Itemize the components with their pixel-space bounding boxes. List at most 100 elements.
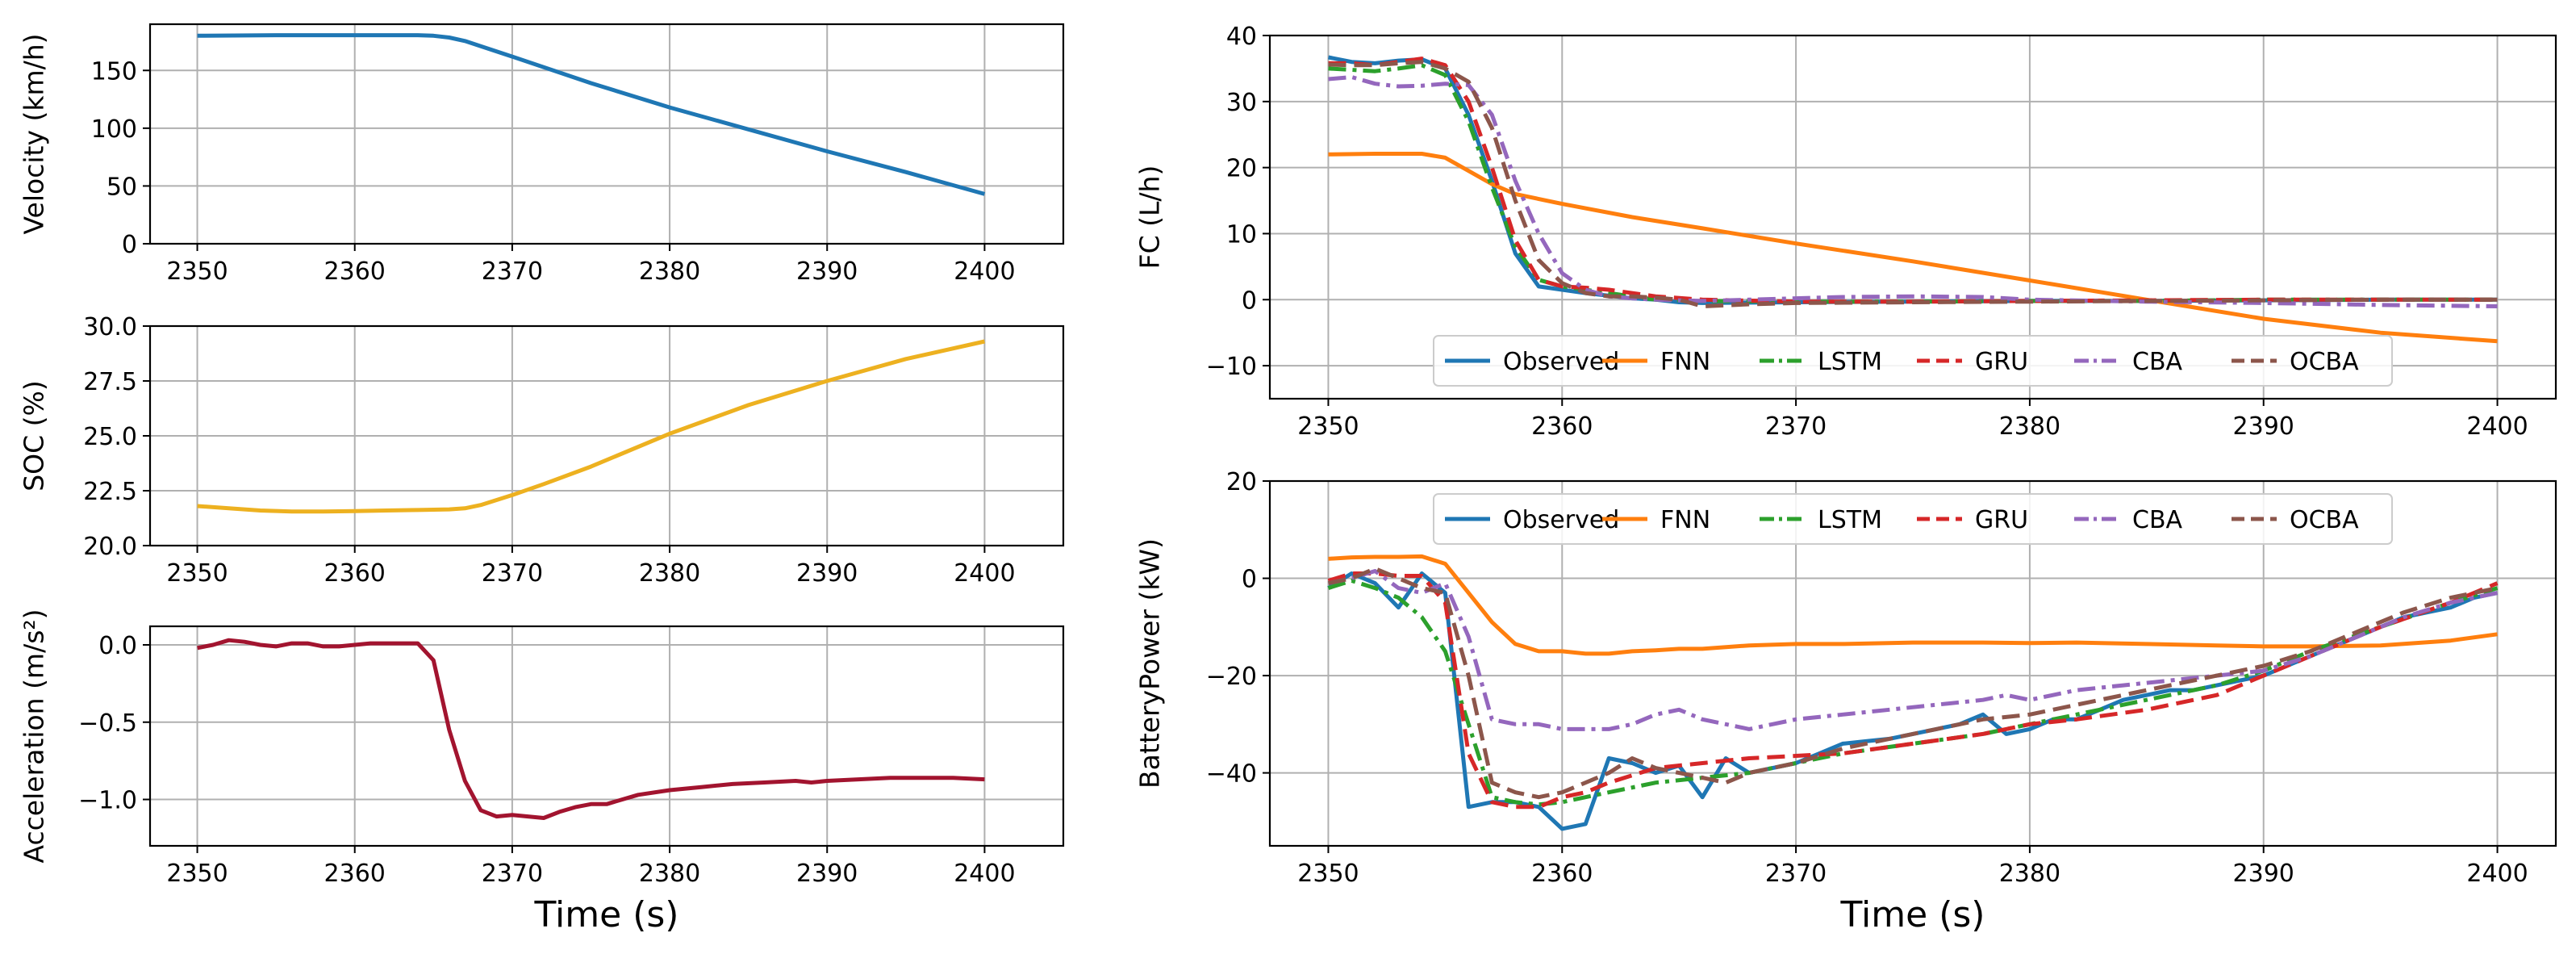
- acceleration-xlabel: Time (s): [534, 894, 679, 935]
- fc-chart: 2350 2360 2370 2380 2390 2400 −10 0 10 20 30 40 FC (…: [1134, 23, 2557, 441]
- battery-legend-label-cba: CBA: [2132, 506, 2183, 534]
- battery-legend-label-fnn: FNN: [1660, 506, 1710, 534]
- soc-xtick-label-3: 2380: [639, 559, 700, 588]
- battery-ytick-label-1: −20: [1206, 663, 1257, 691]
- fc-legend: Observed FNN LSTM GRU CBA OCBA: [1433, 335, 2393, 387]
- soc-ytick-label-1: 22.5: [83, 478, 137, 506]
- battery-legend-label-observed: Observed: [1503, 506, 1619, 534]
- fc-series-observed: [1328, 55, 2498, 305]
- soc-chart: 2350 2360 2370 2380 2390 2400 20.0 22.5 25.0 27.5…: [19, 313, 1065, 588]
- battery-legend-label-ocba: OCBA: [2290, 506, 2359, 534]
- fc-series-fnn: [1328, 152, 2498, 344]
- battery-chart: 2350 2360 2370 2380 2390 2400 −40 −20 0 20 Battery…: [1134, 468, 2557, 935]
- battery-legend-label-gru: GRU: [1975, 506, 2028, 534]
- fc-xtick-label-1: 2360: [1531, 412, 1593, 441]
- velocity-ytick-label-0: 0: [122, 231, 137, 259]
- fc-legend-box: [1433, 335, 2393, 387]
- battery-xtick-label-2: 2370: [1765, 860, 1827, 888]
- fc-legend-label-ocba: OCBA: [2290, 348, 2359, 376]
- fc-axes-frame: [1268, 34, 2557, 400]
- velocity-xtick-label-3: 2380: [639, 257, 700, 286]
- velocity-xtick-label-0: 2350: [166, 257, 228, 286]
- velocity-ylabel: Velocity (km/h): [19, 34, 50, 235]
- acceleration-ylabel: Acceleration (m/s²): [19, 609, 50, 864]
- fc-legend-label-gru: GRU: [1975, 348, 2028, 376]
- acceleration-ytick-label-0: −1.0: [78, 787, 137, 815]
- acceleration-ytick-label-2: 0.0: [98, 632, 137, 660]
- acceleration-xtick-label-2: 2370: [482, 860, 543, 888]
- fc-ytick-label-3: 20: [1226, 155, 1257, 183]
- velocity-ytick-label-1: 50: [106, 173, 137, 201]
- acceleration-chart: 2350 2360 2370 2380 2390 2400 −1.0 −0.5 0.0 Accel…: [19, 609, 1065, 935]
- battery-series-ocba: [1327, 567, 2499, 800]
- battery-axes-frame: [1268, 479, 2557, 847]
- soc-ylabel: SOC (%): [19, 380, 50, 492]
- battery-ytick-label-2: 0: [1242, 566, 1257, 594]
- acceleration-xtick-label-1: 2360: [324, 860, 386, 888]
- fc-xtick-label-4: 2390: [2233, 412, 2294, 441]
- battery-xtick-label-0: 2350: [1297, 860, 1359, 888]
- velocity-xtick-label-2: 2370: [482, 257, 543, 286]
- fc-ytick-label-1: 0: [1242, 287, 1257, 315]
- acceleration-series-acceleration: [197, 638, 985, 820]
- battery-xtick-label-3: 2380: [1999, 860, 2060, 888]
- fc-legend-label-fnn: FNN: [1660, 348, 1710, 376]
- battery-ytick-label-3: 20: [1226, 468, 1257, 496]
- battery-series-lstm: [1327, 579, 2499, 807]
- fc-ytick-label-0: −10: [1206, 353, 1257, 381]
- battery-legend-label-lstm: LSTM: [1818, 506, 1882, 534]
- acceleration-xtick-label-4: 2390: [796, 860, 858, 888]
- battery-series-cba: [1327, 569, 2499, 731]
- fc-xtick-label-2: 2370: [1765, 412, 1827, 441]
- battery-legend-box: [1433, 493, 2393, 545]
- battery-xtick-label-4: 2390: [2233, 860, 2294, 888]
- soc-xtick-label-0: 2350: [166, 559, 228, 588]
- fc-ylabel: FC (L/h): [1134, 165, 1166, 270]
- acceleration-xtick-label-5: 2400: [954, 860, 1015, 888]
- velocity-chart: 2350 2360 2370 2380 2390 2400 0 50 100 150 Velocit…: [19, 23, 1065, 286]
- acceleration-axes-frame: [148, 625, 1065, 847]
- soc-xtick-label-4: 2390: [796, 559, 858, 588]
- velocity-ytick-label-2: 100: [91, 115, 137, 144]
- battery-series-group: [1327, 554, 2499, 831]
- battery-xtick-label-5: 2400: [2466, 860, 2528, 888]
- battery-series-gru: [1327, 571, 2499, 810]
- fc-legend-label-observed: Observed: [1503, 348, 1619, 376]
- battery-ytick-label-0: −40: [1206, 760, 1257, 789]
- velocity-series-group: [197, 33, 986, 196]
- soc-ytick-label-4: 30.0: [83, 313, 137, 341]
- soc-ytick-label-2: 25.0: [83, 423, 137, 451]
- fc-xtick-label-0: 2350: [1297, 412, 1359, 441]
- soc-xtick-label-5: 2400: [954, 559, 1015, 588]
- battery-legend: Observed FNN LSTM GRU CBA OCBA: [1433, 493, 2393, 545]
- fc-ytick-label-5: 40: [1226, 23, 1257, 51]
- fc-xtick-label-3: 2380: [1999, 412, 2060, 441]
- fc-legend-label-lstm: LSTM: [1818, 348, 1882, 376]
- battery-xlabel: Time (s): [1840, 894, 1985, 935]
- battery-series-observed: [1327, 571, 2499, 831]
- battery-ylabel: BatteryPower (kW): [1134, 538, 1166, 789]
- fc-legend-label-cba: CBA: [2132, 348, 2183, 376]
- fc-series-gru: [1328, 56, 2498, 304]
- fc-ytick-label-4: 30: [1226, 89, 1257, 117]
- soc-xtick-label-2: 2370: [482, 559, 543, 588]
- acceleration-xtick-label-0: 2350: [166, 860, 228, 888]
- velocity-xtick-label-5: 2400: [954, 257, 1015, 286]
- soc-series-group: [197, 339, 985, 514]
- velocity-axes-frame: [148, 23, 1065, 245]
- fc-xtick-label-5: 2400: [2466, 412, 2528, 441]
- fc-series-ocba: [1328, 60, 2498, 308]
- soc-ytick-label-0: 20.0: [83, 533, 137, 561]
- acceleration-series-group: [197, 638, 985, 820]
- soc-xtick-label-1: 2360: [324, 559, 386, 588]
- battery-xtick-label-1: 2360: [1531, 860, 1593, 888]
- velocity-series-velocity: [197, 33, 986, 196]
- soc-ytick-label-3: 27.5: [83, 368, 137, 396]
- soc-series-soc: [197, 339, 985, 514]
- acceleration-xtick-label-3: 2380: [639, 860, 700, 888]
- fc-series-lstm: [1328, 63, 2498, 304]
- battery-series-fnn: [1328, 554, 2498, 656]
- velocity-xtick-label-1: 2360: [324, 257, 386, 286]
- fc-series-group: [1328, 55, 2498, 344]
